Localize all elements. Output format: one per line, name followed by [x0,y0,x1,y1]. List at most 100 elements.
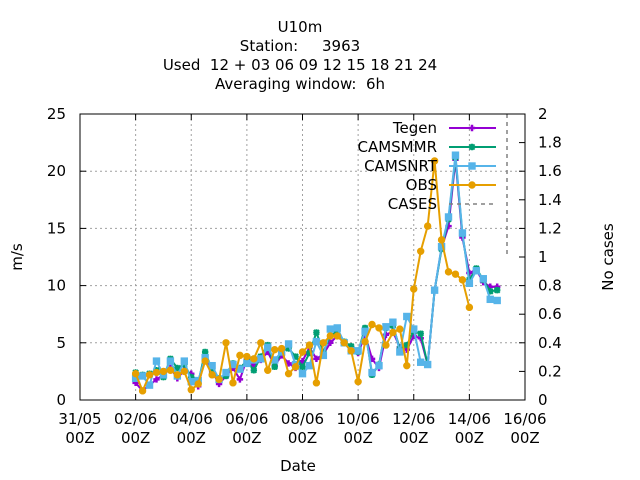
data-point-camsnrt [451,151,460,159]
y2-tick-label: 2 [538,105,548,123]
y2-tick-label: 0.2 [538,362,562,380]
series-camsmmr [132,154,501,387]
data-point-obs [326,332,335,340]
data-point-camsnrt [472,267,481,275]
data-point-camsmmr [208,366,216,374]
data-point-obs [145,371,154,379]
data-point-obs [382,341,390,349]
data-point-obs [291,363,300,371]
data-point-obs [368,320,376,329]
x-tick-label: 00Z [177,429,206,447]
data-point-camsnrt [152,357,161,365]
x-tick-label: 06/06 [225,410,268,428]
data-point-camsmmr [486,288,494,295]
data-point-obs [208,371,216,379]
data-point-camsnrt [486,295,494,304]
x-tick-label: 12/06 [392,410,435,428]
x-tick-label: 10/06 [337,410,380,428]
y-tick-label: 25 [47,105,66,123]
legend-label: CASES [388,195,437,213]
legend-item-obs: OBS [406,176,496,194]
x-tick-label: 00Z [510,429,539,447]
x-tick-label: 08/06 [281,410,324,428]
legend-item-camsmmr: CAMSMMR [357,138,496,156]
series-obs [131,157,474,395]
data-point-obs [236,351,244,360]
data-point-camsnrt [493,296,501,305]
series-line-camsnrt [135,154,498,387]
data-point-camsmmr [201,348,209,356]
legend-item-camsnrt: CAMSNRT [364,157,496,175]
data-point-obs [465,303,474,312]
title-line-3: Used 12 + 03 06 09 12 15 18 21 24 [163,56,437,74]
data-point-obs [333,332,341,340]
data-point-obs [430,157,439,165]
data-point-obs [312,379,321,387]
data-point-camsnrt [243,359,251,368]
data-point-obs [437,236,446,244]
data-point-camsnrt [423,360,432,369]
data-point-camsnrt [375,361,383,370]
data-point-camsmmr [271,363,278,371]
data-point-obs [403,361,411,370]
data-point-camsnrt [326,325,335,333]
data-point-obs [152,368,161,377]
data-point-obs [451,270,460,278]
data-point-camsmmr [285,345,292,352]
data-point-camsnrt [180,357,188,365]
data-point-obs [173,371,182,379]
y2-tick-label: 1.4 [538,191,562,209]
data-point-camsmmr [493,286,501,294]
data-point-camsnrt [298,369,307,378]
legend-marker [468,181,476,189]
legend-item-cases: CASES [388,195,496,213]
data-point-camsnrt [284,340,293,348]
data-point-camsnrt [368,368,376,377]
data-point-camsmmr [417,330,424,337]
y2-tick-label: 1.6 [538,162,562,180]
y2-tick-label: 0.6 [538,305,562,323]
data-point-camsnrt [417,358,425,366]
data-point-obs [250,355,258,363]
data-point-camsnrt [396,348,404,356]
data-point-obs [166,366,175,374]
x-tick-label: 14/06 [448,410,491,428]
data-point-obs [277,344,286,353]
data-point-camsnrt [257,355,265,363]
y-tick-label: 15 [47,219,66,237]
data-point-camsmmr [306,349,313,357]
y-axis-label: m/s [8,243,26,271]
data-point-obs [229,379,237,387]
legend-label: Tegen [392,119,437,137]
x-tick-label: 16/06 [503,410,546,428]
data-point-obs [389,328,397,337]
data-point-camsmmr [299,363,306,371]
data-point-obs [215,375,223,384]
data-point-camsnrt [403,312,411,321]
data-point-obs [319,339,328,347]
data-point-camsnrt [138,372,147,380]
data-point-camsnrt [479,275,487,283]
data-point-camsnrt [382,323,390,331]
y-tick-label: 5 [56,334,66,352]
data-point-obs [298,348,307,356]
data-point-camsmmr [174,364,181,372]
data-point-camsnrt [410,325,418,333]
title-line-2: Station: 3963 [240,37,360,55]
x-tick-label: 00Z [455,429,484,447]
data-point-obs [159,367,168,376]
x-tick-label: 00Z [343,429,372,447]
data-point-camsnrt [145,381,154,389]
data-point-obs [354,377,362,386]
data-point-camsmmr [347,342,355,350]
data-point-obs [423,222,432,230]
data-point-tegen [236,376,244,383]
x-tick-label: 00Z [288,429,317,447]
legend-marker [468,124,476,132]
data-point-camsnrt [166,357,175,365]
data-point-camsnrt [333,324,341,332]
title-line-1: U10m [278,18,323,36]
data-point-camsmmr [313,329,320,336]
data-point-camsnrt [222,368,230,377]
